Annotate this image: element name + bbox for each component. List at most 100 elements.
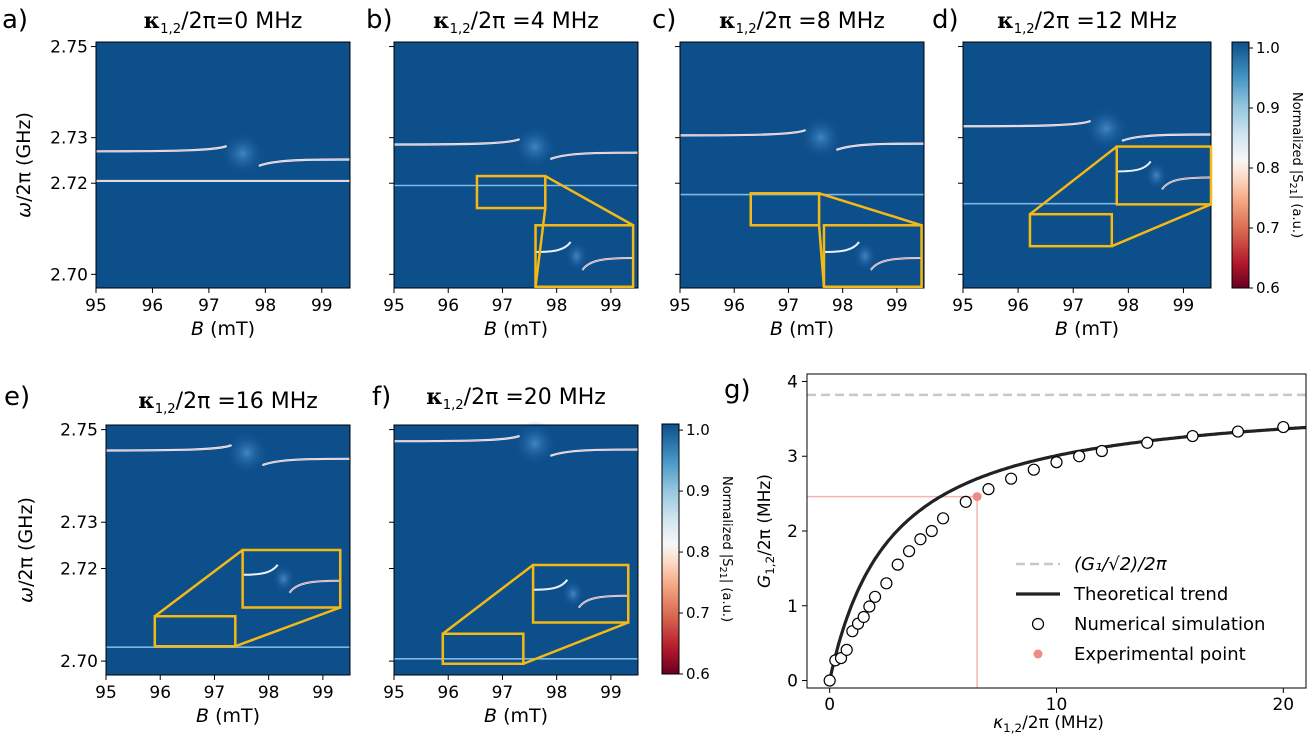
anticrossing-glow: [219, 131, 266, 176]
simulation-point: [1027, 463, 1040, 476]
y-tick-label: 4: [787, 372, 798, 392]
y-axis-label: G1,2/2π (MHz): [755, 474, 777, 588]
upper-branch-left-core: [393, 435, 519, 442]
colorbar-label-rest: | (a.u.): [1289, 195, 1304, 238]
panel-title-subscript: 1,2: [1014, 22, 1035, 37]
x-axis-label-italic: B: [191, 318, 204, 340]
inset-branch-right-core: [870, 257, 922, 271]
inset-branch-left: [1116, 160, 1152, 173]
upper-branch-left-core: [679, 130, 805, 136]
x-axis-label-italic: B: [1055, 318, 1068, 340]
colorbar-label-main: Normalized |S: [719, 476, 734, 567]
colorbar-label: Normalized |S21| (a.u.): [1287, 92, 1304, 238]
x-axis-label-sub: 1,2: [1003, 721, 1022, 735]
upper-branch-right-core: [551, 449, 639, 456]
x-axis-label-rest: (mT): [204, 318, 255, 340]
anticrossing-glow: [513, 421, 557, 467]
x-tick-label: 98: [258, 683, 280, 703]
upper-branch-right-core: [551, 152, 639, 160]
y-axis-label: ω/2π (GHz): [13, 112, 35, 218]
panel-label: d): [932, 5, 959, 35]
colorbar-tick-label: 0.8: [686, 543, 710, 561]
colorbar-label-rest: | (a.u.): [719, 579, 734, 622]
x-tick-label: 97: [198, 296, 220, 316]
x-axis-label-italic: B: [770, 318, 783, 340]
y-tick-label: 0: [787, 672, 798, 692]
upper-branch-left-core: [393, 139, 519, 145]
y-axis-label-rest: /2π (GHz): [13, 112, 35, 202]
inset-branch-left: [533, 579, 569, 591]
y-axis-label: ω/2π (GHz): [15, 497, 37, 603]
y-tick-label: 2.73: [60, 513, 98, 533]
axes-frame: [393, 41, 639, 289]
y-axis-label-symbol: G: [755, 575, 775, 588]
heatmap-background: [394, 425, 638, 675]
colorbar-gradient: [661, 423, 680, 675]
y-axis-label-italic: ω: [13, 202, 35, 218]
colorbar-tick-label: 0.6: [686, 665, 710, 683]
panel-c: 95 96 97 98 99 B (mT) c) κ1,2/2π =8 MHz: [652, 5, 926, 340]
panel-label: e): [4, 382, 30, 412]
x-tick-label: 99: [312, 683, 334, 703]
x-axis-label: B (mT): [484, 318, 548, 340]
inset-branch-right-core: [578, 595, 629, 608]
y-tick-label: 2.75: [60, 421, 98, 441]
axes-frame: [679, 41, 925, 289]
panel-title-subscript: 1,2: [155, 402, 176, 417]
inset-branch-right-core: [289, 580, 341, 593]
upper-branch-right-core: [259, 159, 351, 166]
x-tick-label: 99: [886, 296, 908, 316]
legend: (G₁/√2)/2π Theoretical trend Numerical sim…: [1016, 554, 1265, 665]
panel-e: 95 96 97 98 99 B (mT) 2.75 2.73 2.72 2.70 ω/2π (GH…: [4, 382, 352, 727]
colorbar-tick-label: 1.0: [686, 421, 710, 439]
colorbar-2: 1.0 0.9 0.8 0.7 0.6 Normalized |S21| (a.u.): [661, 421, 734, 683]
panel-title-rest: /2π =12 MHz: [1035, 9, 1177, 34]
y-tick-label: 3: [787, 447, 798, 467]
inset-connector-top: [154, 549, 244, 618]
x-axis-label: B (mT): [196, 705, 260, 727]
x-tick-label: 96: [437, 296, 459, 316]
inset-zoom-box: [822, 224, 923, 289]
simulation-point: [1073, 450, 1086, 463]
anticrossing-glow: [799, 115, 843, 160]
y-axis-label-sub: 1,2: [763, 556, 777, 575]
inset-branch-right-core: [582, 257, 634, 271]
x-tick-label: 97: [492, 296, 514, 316]
panel-title: κ1,2/2π=0 MHz: [144, 8, 303, 37]
experiment-point: [972, 492, 982, 502]
x-tick-label: 10: [1046, 695, 1068, 715]
simulation-point: [914, 533, 927, 546]
axes-frame: [393, 424, 639, 676]
panel-f: 95 96 97 98 99 B (mT) f) κ1,2/2π =20 MHz: [372, 382, 640, 727]
axes-frame: [105, 424, 351, 676]
x-tick-label: 96: [1007, 296, 1029, 316]
panel-label: b): [366, 5, 393, 35]
x-axis-label-rest: (mT): [1068, 318, 1119, 340]
panel-b: 95 96 97 98 99 B (mT) b) κ1,2/2π =4 MHz: [366, 5, 640, 340]
colorbar-tick-label: 0.7: [1256, 219, 1280, 237]
x-tick-label: 97: [204, 683, 226, 703]
y-tick-label: 2.73: [50, 129, 88, 149]
panel-title: κ1,2/2π =16 MHz: [138, 388, 318, 417]
colorbar-tick-label: 0.9: [686, 482, 710, 500]
panel-title: κ1,2/2π =4 MHz: [433, 8, 599, 37]
colorbar-label-sub: 21: [717, 566, 728, 578]
inset-connector-bottom: [1111, 203, 1212, 248]
upper-branch-left-core: [105, 445, 231, 451]
colorbar-gradient: [1231, 41, 1250, 289]
inset-connector-bottom: [234, 606, 341, 648]
panel-label: f): [372, 382, 391, 412]
inset-connector-top: [818, 192, 922, 227]
axes-frame: [95, 41, 351, 289]
inset-connector-top: [544, 174, 634, 227]
inset-connector-bottom: [522, 621, 629, 665]
inset-zoom-box: [1115, 145, 1213, 206]
x-tick-label: 99: [600, 683, 622, 703]
x-axis-label-rest: /2π (MHz): [1022, 713, 1104, 733]
colorbar-tick-label: 1.0: [1256, 39, 1280, 57]
simulation-point: [1005, 472, 1018, 485]
legend-dashed-label: (G₁/√2)/2π: [1074, 554, 1168, 575]
panel-title-rest: /2π =4 MHz: [471, 9, 599, 34]
panel-title-subscript: 1,2: [443, 398, 464, 413]
